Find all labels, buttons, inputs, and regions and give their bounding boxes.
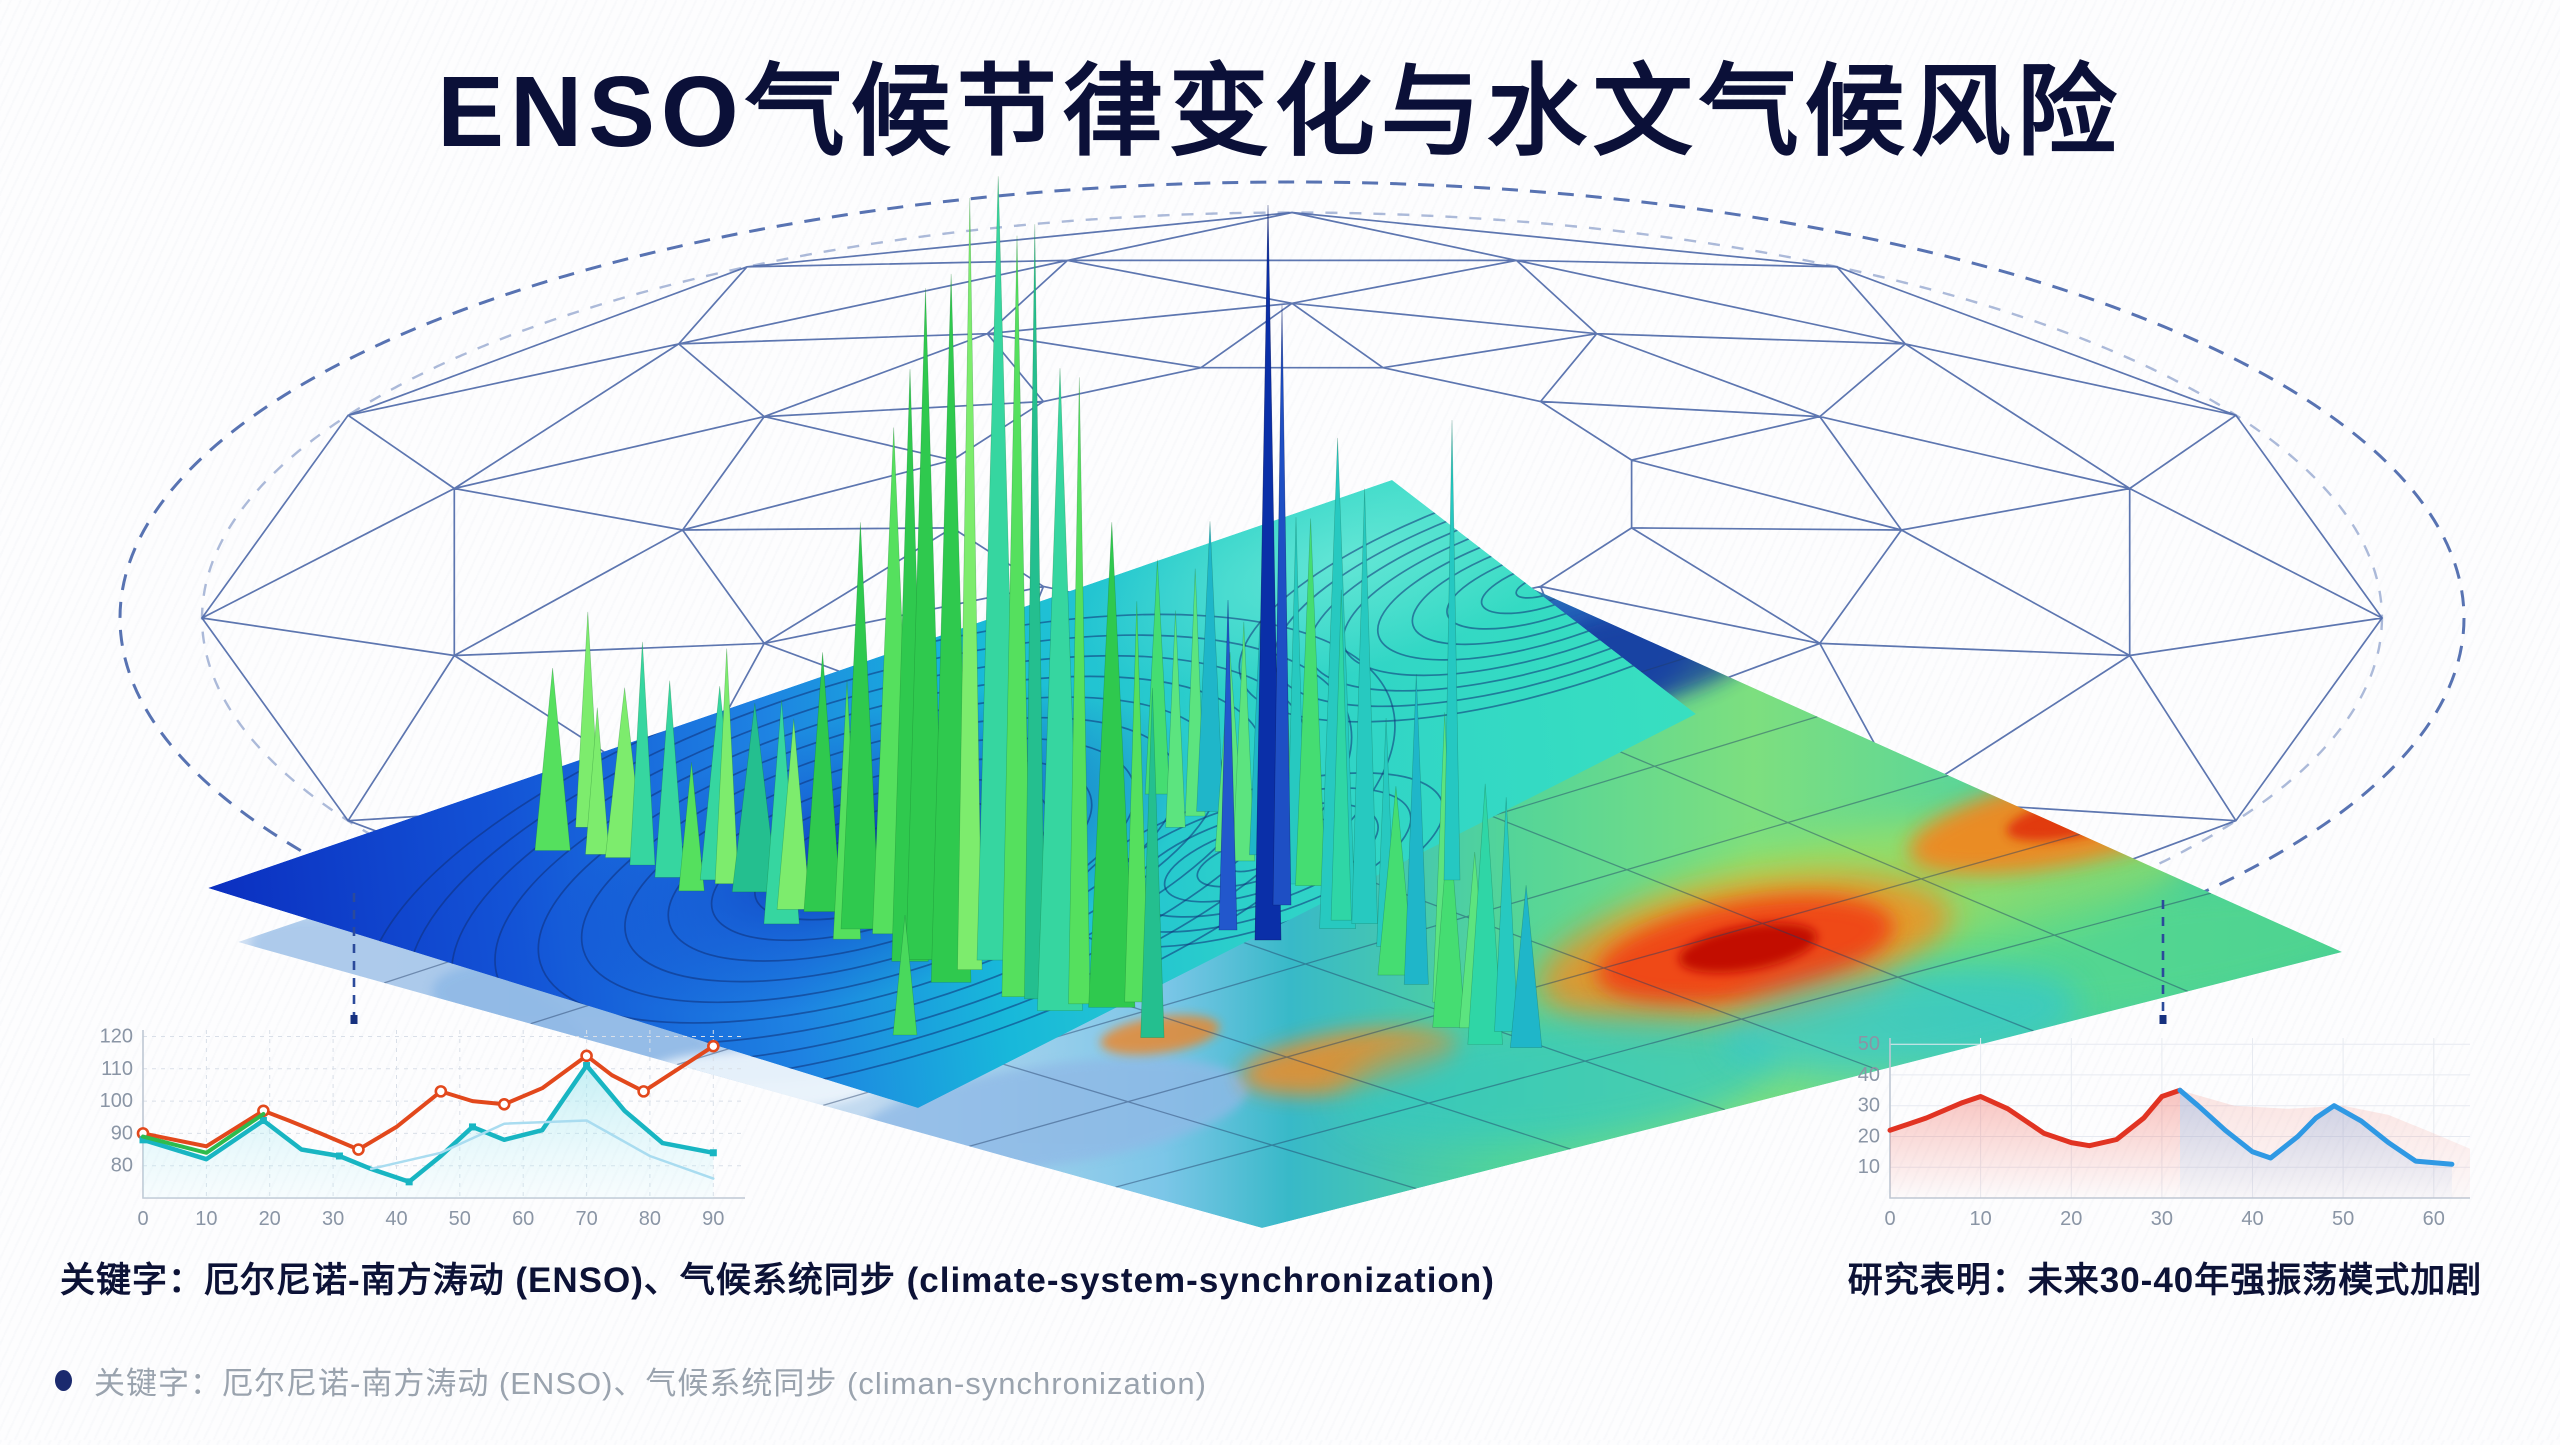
- page-title: ENSO气候节律变化与水文气候风险: [437, 56, 2123, 168]
- svg-text:30: 30: [1858, 1095, 1880, 1117]
- svg-text:110: 110: [101, 1058, 133, 1080]
- chart-plot-0: [136, 1030, 745, 1199]
- chart-left-oscillation-timeseries: 0 10 20 30 40 50 60 70 80 90 80 90 100 110 120: [85, 1020, 765, 1235]
- svg-text:20: 20: [2060, 1208, 2082, 1230]
- svg-text:0: 0: [1884, 1208, 1895, 1230]
- caption-right-finding: 研究表明：未来30-40年强振荡模式加剧: [1847, 1261, 2483, 1300]
- svg-text:0: 0: [137, 1208, 148, 1230]
- svg-text:60: 60: [2423, 1208, 2445, 1230]
- svg-text:60: 60: [512, 1208, 534, 1230]
- spectral-peaks: [534, 176, 1543, 1048]
- svg-text:80: 80: [639, 1208, 661, 1230]
- bullet-dot-icon: [55, 1370, 72, 1391]
- svg-text:90: 90: [702, 1208, 724, 1230]
- droplines: [350, 893, 2167, 1024]
- caption-left-keywords: 关键字：厄尔尼诺-南方涛动 (ENSO)、气候系统同步 (climate-sys…: [60, 1261, 1495, 1300]
- svg-text:30: 30: [2151, 1208, 2173, 1230]
- svg-text:120: 120: [100, 1026, 133, 1048]
- svg-text:50: 50: [1858, 1033, 1880, 1055]
- chart-tick-labels-0: 0 10 20 30 40 50 60 70 80 90 80 90 100 110 120: [100, 1026, 725, 1231]
- chart-right-canvas: 0 10 20 30 40 50 60 10 20 30 40 50: [1858, 1033, 2470, 1230]
- svg-text:50: 50: [2332, 1208, 2354, 1230]
- svg-text:40: 40: [1858, 1064, 1880, 1086]
- chart-plot-1: [1887, 1038, 2470, 1199]
- svg-text:90: 90: [111, 1122, 133, 1144]
- svg-text:70: 70: [575, 1208, 597, 1230]
- svg-text:80: 80: [111, 1155, 133, 1177]
- chart-right-forecast: 0 10 20 30 40 50 60 10 20 30 40 50: [1835, 1030, 2485, 1235]
- svg-text:50: 50: [449, 1208, 471, 1230]
- svg-text:10: 10: [1969, 1208, 1991, 1230]
- svg-text:20: 20: [259, 1208, 281, 1230]
- svg-text:20: 20: [1858, 1126, 1880, 1148]
- svg-text:40: 40: [385, 1208, 407, 1230]
- footnote: 关键字：厄尔尼诺-南方涛动 (ENSO)、气候系统同步 (climan-sync…: [55, 1358, 1207, 1403]
- svg-text:10: 10: [1858, 1156, 1880, 1178]
- svg-text:10: 10: [195, 1208, 217, 1230]
- chart-left-canvas: 0 10 20 30 40 50 60 70 80 90 80 90 100 110 120: [100, 1026, 745, 1231]
- chart-tick-labels-1: 0 10 20 30 40 50 60 10 20 30 40 50: [1858, 1033, 2445, 1230]
- footnote-text: 关键字：厄尔尼诺-南方涛动 (ENSO)、气候系统同步 (climan-sync…: [94, 1366, 1207, 1401]
- svg-text:30: 30: [322, 1208, 344, 1230]
- svg-text:100: 100: [100, 1090, 133, 1112]
- svg-text:40: 40: [2241, 1208, 2263, 1230]
